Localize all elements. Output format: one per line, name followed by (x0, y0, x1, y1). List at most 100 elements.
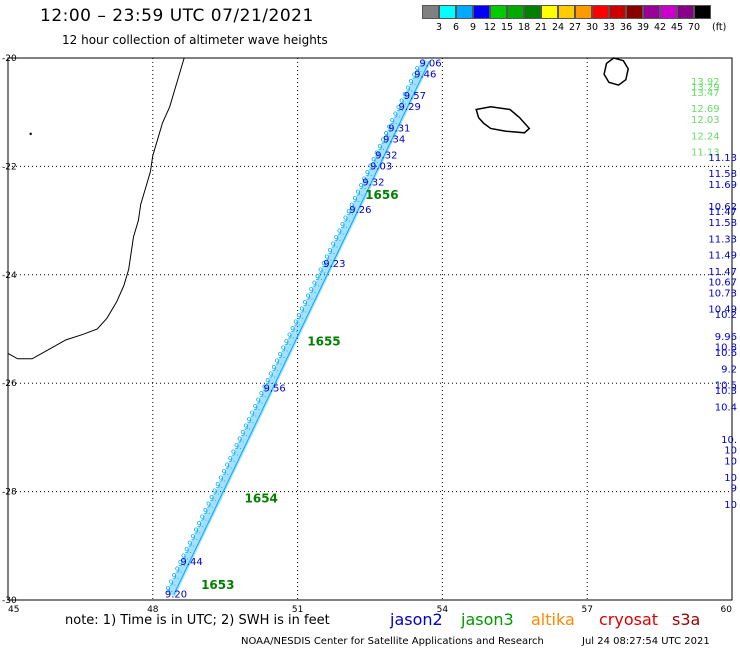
track-swh-mark: 9. (225, 462, 233, 471)
legend-label: 39 (636, 22, 650, 33)
track-swh-mark: 9. (359, 182, 367, 191)
track-swh-mark: 9. (206, 501, 214, 510)
track-swh-label: 9.20 (165, 590, 187, 601)
track-swh-mark: 9. (259, 390, 267, 399)
edge-swh-label: 9.96 (715, 332, 737, 343)
track-swh-mark: 9. (396, 104, 404, 113)
legend-label: 42 (653, 22, 667, 33)
track-swh-label: 9.46 (414, 69, 436, 80)
lon-tick-label: 54 (437, 605, 449, 615)
edge-swh-label: 11.13 (691, 148, 720, 159)
madagascar-coastline (7, 57, 185, 360)
legend-label: 36 (619, 22, 633, 33)
edge-swh-label: 10.3 (715, 386, 737, 397)
track-swh-mark: 9. (187, 540, 195, 549)
edge-swh-label: 10.49 (708, 305, 737, 316)
track-swh-mark: 9. (352, 195, 360, 204)
track-swh-mark: 9. (340, 221, 348, 230)
track-swh-mark: 9. (169, 579, 177, 588)
track-swh-mark: 9. (393, 110, 401, 119)
track-swh-mark: 9. (346, 208, 354, 217)
track-swh-mark: 9. (190, 533, 198, 542)
edge-swh-label: 10.73 (708, 288, 737, 299)
edge-swh-label: 10.5 (715, 381, 737, 392)
track-swh-mark: 9. (253, 403, 261, 412)
legend-swatch (439, 5, 456, 19)
edge-swh-label: 12.69 (691, 104, 720, 115)
lon-tick-label: 57 (581, 605, 592, 615)
legend-swatch (660, 5, 677, 19)
edge-swh-label: 10.67 (708, 278, 737, 289)
track-swh-label: 9.32 (362, 178, 384, 189)
edge-swh-label: 10 (724, 500, 737, 511)
lat-tick-label: -20 (2, 54, 17, 64)
track-swh-mark: 9. (327, 247, 335, 256)
islet-marker (29, 132, 32, 136)
track-swath (166, 58, 431, 597)
track-swh-mark: 9. (271, 364, 279, 373)
color-legend (422, 5, 711, 19)
footer-note: note: 1) Time is in UTC; 2) SWH is in fe… (65, 613, 330, 628)
track-swh-mark: 9. (374, 149, 382, 158)
legend-swatch (456, 5, 473, 19)
legend-label: 24 (551, 22, 565, 33)
lat-tick-label: -28 (2, 488, 17, 498)
legend-swatch (592, 5, 609, 19)
track-swh-mark: 9. (290, 325, 298, 334)
track-swh-mark: 9. (243, 423, 251, 432)
track-swh-mark: 9. (209, 494, 217, 503)
track-swh-mark: 9. (377, 143, 385, 152)
edge-swh-label: 10 (724, 457, 737, 468)
edge-swh-label: 13.92 (691, 77, 720, 88)
track-swh-mark: 9. (175, 566, 183, 575)
legend-unit: (ft) (712, 22, 727, 33)
legend-jason2: jason2 (390, 610, 443, 629)
track-swh-mark: 9. (334, 234, 342, 243)
edge-swh-label: 12.24 (691, 131, 720, 142)
credit-line: NOAA/NESDIS Center for Satellite Applica… (241, 636, 544, 647)
track-swh-mark: 9. (237, 436, 245, 445)
legend-label: 30 (585, 22, 599, 33)
track-swh-mark: 9. (256, 397, 264, 406)
track-swh-mark: 9. (303, 299, 311, 308)
track-swh-mark: 9. (231, 449, 239, 458)
track-swh-mark: 9. (246, 416, 254, 425)
track-line (173, 60, 431, 595)
lat-tick-label: -30 (2, 596, 17, 606)
track-swh-mark: 9. (172, 572, 180, 581)
color-legend-labels: 3 6 9 12 15 18 21 24 27 30 33 36 39 42 45 70 (422, 22, 740, 34)
track-swh-mark: 9. (331, 240, 339, 249)
track-swh-mark: 9. (275, 358, 283, 367)
track-swh-mark: 9. (287, 332, 295, 341)
edge-swh-label: 11.69 (708, 180, 737, 191)
track-swh-mark: 9. (387, 123, 395, 132)
track-swh-mark: 9. (218, 475, 226, 484)
track-swh-mark: 9. (365, 169, 373, 178)
map-frame (7, 57, 733, 601)
edge-swh-label: 12.03 (691, 115, 720, 126)
track-swh-label: 9.32 (375, 151, 397, 162)
track-swh-mark: 9. (349, 201, 357, 210)
track-swh-mark: 9. (284, 338, 292, 347)
lat-tick-label: -24 (2, 271, 17, 281)
edge-swh-label: 11.49 (708, 251, 737, 262)
chart-subtitle: 12 hour collection of altimeter wave hei… (62, 33, 328, 47)
legend-label: 3 (435, 22, 443, 33)
track-swh-mark: 9. (337, 227, 345, 236)
lat-tick-label: -22 (2, 162, 17, 172)
legend-swatch (694, 5, 711, 19)
legend-swatch (507, 5, 524, 19)
legend-label: 33 (602, 22, 616, 33)
edge-swh-label: 11.58 (708, 169, 737, 180)
track-swh-mark: 9. (281, 345, 289, 354)
edge-swh-label: 10.8 (715, 343, 737, 354)
lon-tick-label: 60 (721, 605, 733, 615)
track-swh-mark: 9. (293, 318, 301, 327)
track-time-label: 1655 (307, 334, 340, 348)
track-swh-mark: 9. (356, 188, 364, 197)
track-swh-mark: 9. (178, 559, 186, 568)
legend-s3a: s3a (672, 610, 701, 629)
track-swh-mark: 9. (399, 97, 407, 106)
track-swh-label: 9.31 (388, 123, 410, 134)
